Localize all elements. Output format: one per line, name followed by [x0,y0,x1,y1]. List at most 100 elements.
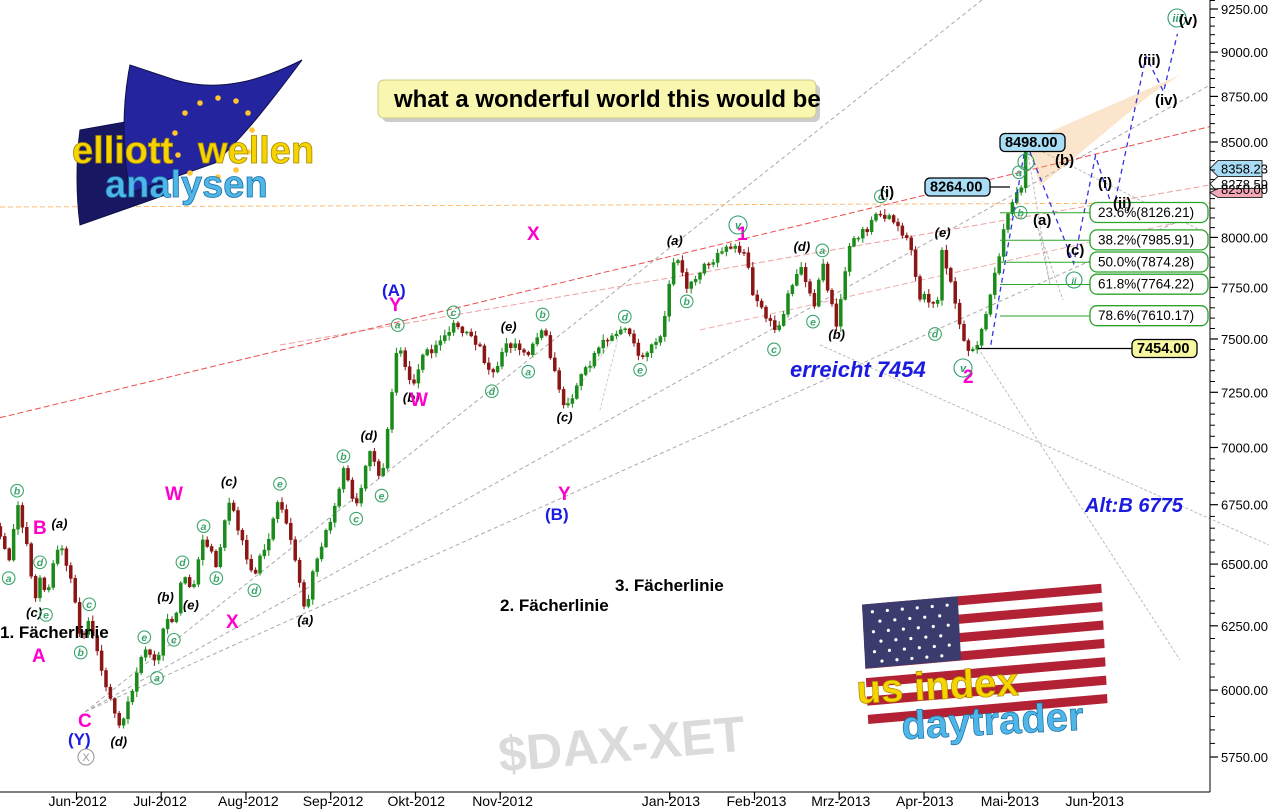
svg-text:e: e [43,610,49,622]
svg-text:7500.00: 7500.00 [1221,332,1268,347]
svg-text:(Y): (Y) [68,730,91,749]
svg-text:a: a [154,673,160,685]
svg-text:X: X [82,752,90,764]
svg-text:X: X [527,224,540,245]
svg-text:b: b [77,647,84,659]
svg-text:Mrz-2013: Mrz-2013 [811,793,870,809]
svg-text:(e): (e) [183,597,199,612]
svg-text:e: e [141,632,147,644]
svg-text:e: e [379,490,385,502]
svg-text:Okt-2012: Okt-2012 [388,793,446,809]
svg-text:5750.00: 5750.00 [1221,750,1268,765]
svg-text:erreicht 7454: erreicht 7454 [790,357,926,382]
svg-text:W: W [165,484,183,505]
svg-text:b: b [213,573,220,585]
svg-text:a: a [6,573,12,585]
svg-text:(a): (a) [667,233,683,248]
svg-text:a: a [819,245,825,257]
svg-text:(A): (A) [382,281,406,300]
svg-text:6500.00: 6500.00 [1221,557,1268,572]
svg-text:7750.00: 7750.00 [1221,280,1268,295]
svg-text:v: v [735,220,742,232]
svg-text:1. Fächerlinie: 1. Fächerlinie [0,623,109,642]
svg-text:(a): (a) [52,516,68,531]
svg-text:(iii): (iii) [1138,52,1161,69]
svg-text:8250.00: 8250.00 [1221,182,1268,197]
svg-text:c: c [171,635,177,647]
svg-text:(a): (a) [1033,212,1051,229]
svg-text:b: b [1017,207,1024,219]
svg-text:8498.00: 8498.00 [1005,135,1057,151]
svg-text:b: b [539,309,546,321]
svg-text:Aug-2012: Aug-2012 [218,793,279,809]
svg-text:7454.00: 7454.00 [1137,341,1189,357]
svg-text:9250.00: 9250.00 [1221,2,1268,17]
svg-text:W: W [410,390,428,411]
svg-text:ii: ii [1071,276,1077,286]
svg-text:Jul-2012: Jul-2012 [133,793,187,809]
svg-text:c: c [771,344,777,356]
svg-text:analysen: analysen [105,164,268,206]
svg-text:7250.00: 7250.00 [1221,385,1268,400]
svg-text:Alt:B 6775: Alt:B 6775 [1084,495,1184,517]
svg-text:Jun-2013: Jun-2013 [1066,793,1125,809]
svg-text:c: c [353,513,359,525]
svg-text:Sep-2012: Sep-2012 [303,793,364,809]
svg-text:d: d [179,557,186,569]
svg-text:78.6%(7610.17): 78.6%(7610.17) [1098,308,1194,323]
svg-text:50.0%(7874.28): 50.0%(7874.28) [1098,255,1194,270]
svg-text:6750.00: 6750.00 [1221,498,1268,513]
svg-text:38.2%(7985.91): 38.2%(7985.91) [1098,233,1194,248]
svg-text:v: v [960,363,967,375]
svg-text:A: A [32,646,46,667]
svg-text:8500.00: 8500.00 [1221,135,1268,150]
svg-text:Feb-2013: Feb-2013 [727,793,787,809]
svg-text:Y: Y [558,484,571,505]
svg-text:(b): (b) [1055,152,1074,169]
svg-text:Jun-2012: Jun-2012 [49,793,108,809]
svg-text:(c): (c) [1066,242,1084,259]
svg-text:e: e [637,365,643,377]
svg-text:a: a [395,320,401,332]
svg-text:Nov-2012: Nov-2012 [472,793,533,809]
svg-text:B: B [33,518,47,539]
svg-text:(iv): (iv) [1155,92,1178,109]
svg-text:7000.00: 7000.00 [1221,441,1268,456]
svg-text:(c): (c) [221,474,237,489]
svg-text:6000.00: 6000.00 [1221,683,1268,698]
svg-text:3. Fächerlinie: 3. Fächerlinie [615,576,724,595]
svg-text:(B): (B) [545,505,569,524]
svg-text:(b): (b) [828,327,845,342]
svg-text:(d): (d) [361,428,378,443]
svg-text:6250.00: 6250.00 [1221,619,1268,634]
svg-text:8264.00: 8264.00 [930,180,982,196]
svg-text:i: i [1025,158,1028,169]
svg-text:c: c [86,599,92,611]
svg-text:d: d [37,557,44,569]
svg-text:d: d [622,311,629,323]
svg-text:2. Fächerlinie: 2. Fächerlinie [500,596,609,615]
svg-text:e: e [277,479,283,491]
svg-text:8000.00: 8000.00 [1221,230,1268,245]
svg-text:c: c [451,307,457,319]
svg-text:61.8%(7764.22): 61.8%(7764.22) [1098,277,1194,292]
svg-text:8750.00: 8750.00 [1221,89,1268,104]
svg-text:a: a [525,366,531,378]
svg-text:what a wonderful world this wo: what a wonderful world this would be [393,86,821,113]
svg-text:(e): (e) [501,319,517,334]
svg-text:b: b [340,451,347,463]
svg-text:(d): (d) [110,734,127,749]
svg-text:b: b [14,485,21,497]
svg-text:(a): (a) [297,612,313,627]
svg-text:Jan-2013: Jan-2013 [642,793,701,809]
svg-text:C: C [78,711,92,732]
svg-text:(v): (v) [1179,12,1197,29]
svg-text:8358.23: 8358.23 [1221,162,1268,177]
svg-text:a: a [201,521,207,533]
svg-text:b: b [683,296,690,308]
svg-text:9000.00: 9000.00 [1221,45,1268,60]
svg-text:(i): (i) [880,184,894,201]
svg-text:(c): (c) [557,409,573,424]
svg-text:(i): (i) [1098,175,1112,192]
svg-text:(e): (e) [935,225,951,240]
